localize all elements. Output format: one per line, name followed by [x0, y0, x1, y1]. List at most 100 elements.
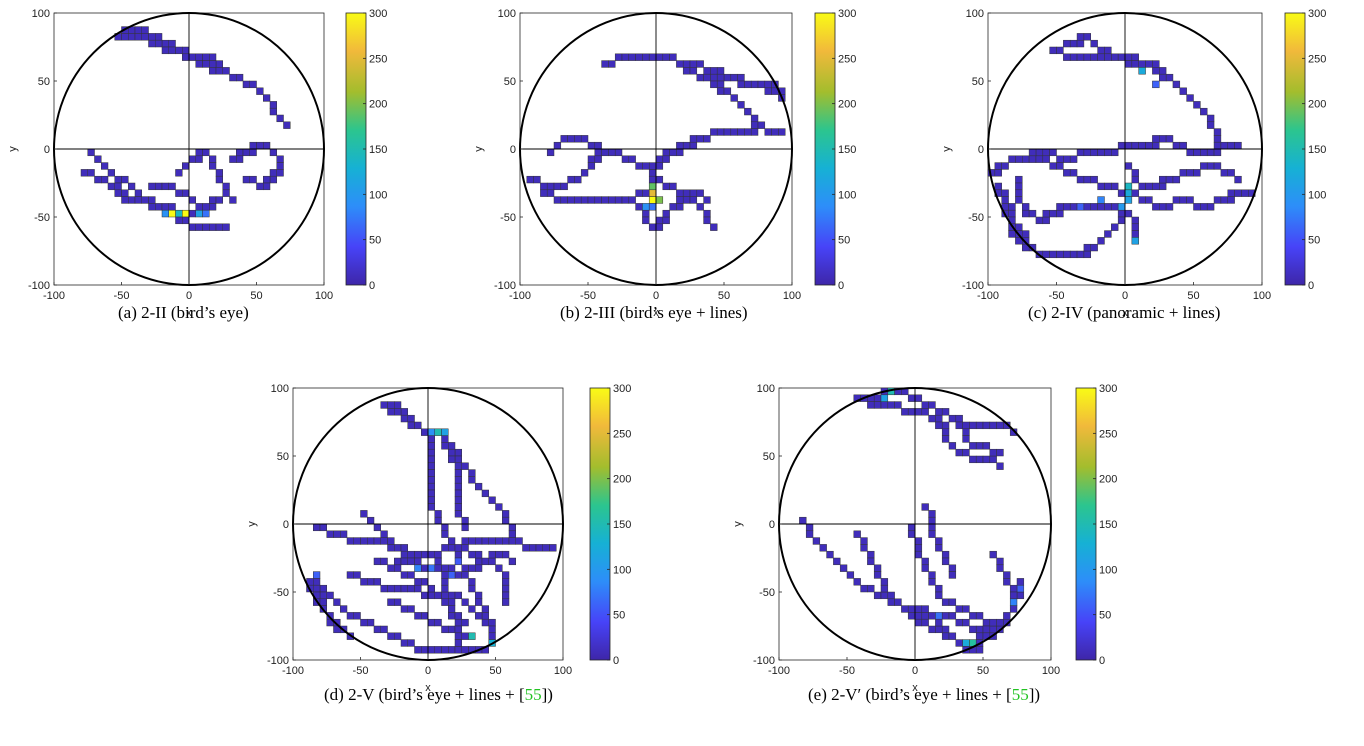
heatmap-cell	[716, 73, 725, 82]
heatmap-cell	[907, 394, 916, 402]
heatmap-cell	[195, 203, 203, 211]
heatmap-cell	[601, 196, 609, 204]
heatmap-cell	[1131, 169, 1139, 177]
heatmap-cell	[628, 53, 636, 61]
heatmap-cell	[114, 182, 122, 191]
heatmap-cell	[969, 612, 977, 620]
heatmap-cell	[454, 612, 462, 620]
heatmap-cell	[540, 189, 548, 197]
heatmap-cell	[400, 557, 408, 566]
heatmap-cell	[269, 148, 277, 157]
y-tick-label: -50	[968, 212, 984, 224]
heatmap-cell	[222, 223, 230, 231]
heatmap-cell	[941, 612, 950, 620]
heatmap-cell	[1083, 175, 1092, 184]
heatmap-cell	[1206, 203, 1215, 211]
heatmap-cell	[114, 175, 122, 184]
heatmap-cell	[1097, 237, 1105, 245]
heatmap-cell	[1234, 141, 1242, 150]
heatmap-cell	[340, 605, 348, 613]
heatmap-cell	[662, 182, 670, 191]
heatmap-cell	[427, 550, 435, 559]
x-tick-label: -100	[282, 665, 304, 677]
heatmap-cell	[121, 189, 129, 197]
heatmap-cell	[730, 73, 738, 82]
y-tick-label: 100	[32, 8, 50, 20]
heatmap-cell	[1220, 141, 1229, 150]
heatmap-cell	[1227, 169, 1235, 177]
heatmap-cell	[982, 455, 991, 464]
heatmap-cell	[526, 175, 534, 184]
heatmap-cell	[935, 408, 943, 416]
heatmap-cell	[730, 94, 738, 102]
heatmap-cell	[1234, 189, 1242, 197]
heatmap-cell	[1076, 33, 1085, 41]
heatmap-cell	[1165, 175, 1174, 184]
heatmap-cell	[454, 632, 462, 640]
heatmap-cell	[468, 564, 476, 572]
heatmap-cell	[574, 135, 582, 143]
heatmap-cell	[955, 448, 963, 457]
heatmap-cell	[1035, 216, 1044, 225]
heatmap-cell	[1063, 203, 1071, 211]
heatmap-cell	[642, 189, 650, 197]
heatmap-cell	[141, 33, 149, 41]
heatmap-cell	[195, 209, 203, 218]
heatmap-cell	[941, 625, 950, 634]
heatmap-cell	[394, 408, 402, 416]
heatmap-cell	[975, 646, 984, 654]
colorbar-tick-label: 0	[838, 280, 844, 292]
colorbar-tick-label: 250	[838, 53, 856, 65]
heatmap-cell	[1213, 162, 1222, 170]
y-tick-label: 0	[510, 144, 516, 156]
heatmap-cell	[996, 462, 1004, 470]
heatmap-cell	[1124, 209, 1133, 218]
heatmap-cell	[188, 155, 196, 163]
heatmap-cell	[587, 155, 596, 163]
heatmap-cell	[313, 584, 321, 593]
heatmap-cell	[168, 209, 176, 218]
heatmap-cell	[427, 482, 435, 491]
heatmap-cell	[1124, 141, 1133, 150]
heatmap-cell	[394, 564, 402, 572]
heatmap-cell	[873, 564, 882, 572]
heatmap-cell	[1104, 53, 1112, 61]
heatmap-cell	[737, 128, 745, 136]
heatmap-cell	[535, 544, 543, 552]
x-tick-label: 0	[912, 665, 918, 677]
heatmap-cell	[387, 564, 395, 572]
heatmap-cell	[1069, 155, 1078, 163]
heatmap-cell	[276, 155, 284, 163]
heatmap-cell	[941, 632, 950, 640]
heatmap-cell	[346, 571, 354, 579]
heatmap-cell	[669, 203, 677, 211]
y-tick-label: -50	[500, 212, 516, 224]
heatmap-cell	[448, 571, 456, 579]
heatmap-cell	[750, 80, 759, 89]
heatmap-cell	[994, 182, 1002, 191]
heatmap-cell	[414, 578, 422, 586]
heatmap-cell	[546, 148, 555, 157]
heatmap-cell	[648, 203, 657, 211]
heatmap-cell	[400, 408, 408, 416]
x-tick-label: 50	[489, 665, 501, 677]
colorbar: 0 50 100 150 200 250 300	[345, 8, 387, 292]
heatmap-cell	[394, 632, 402, 640]
heatmap-cell	[407, 571, 415, 579]
heatmap-cell	[454, 503, 462, 511]
heatmap-cell	[380, 557, 388, 566]
heatmap-cell	[689, 189, 698, 197]
heatmap-panel-3: -100 -50 0 50 100 -100 -50 0 50 100 x y 0 50 100 150 200…	[941, 8, 1326, 322]
heatmap-cell	[1008, 203, 1016, 211]
heatmap-cell	[608, 60, 616, 68]
heatmap-cell	[1131, 189, 1139, 197]
heatmap-cell	[907, 523, 916, 532]
heatmap-cell	[750, 128, 759, 136]
heatmap-cell	[676, 203, 684, 211]
heatmap-cell	[1131, 175, 1139, 184]
heatmap-cell	[168, 203, 176, 211]
colorbar-tick-label: 250	[369, 53, 387, 65]
heatmap-cell	[175, 209, 183, 218]
heatmap-cell	[387, 544, 395, 552]
heatmap-cell	[448, 598, 456, 606]
